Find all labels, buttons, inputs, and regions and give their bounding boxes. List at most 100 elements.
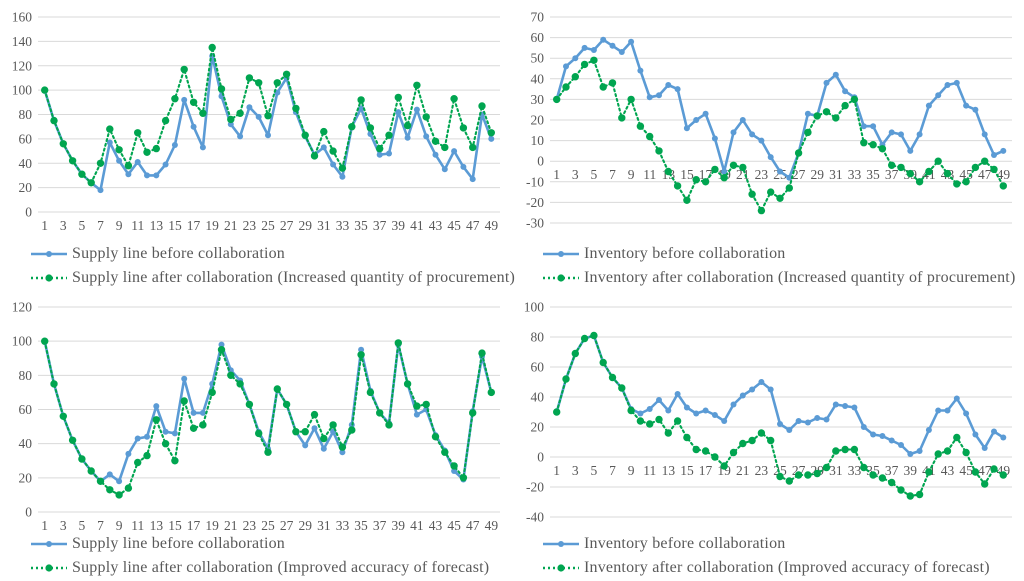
x-tick-label: 19 <box>205 218 219 233</box>
data-point-marker <box>553 408 561 416</box>
data-point-marker <box>646 420 654 428</box>
x-tick-label: 45 <box>447 518 461 532</box>
data-point-marker <box>758 137 765 144</box>
x-tick-label: 3 <box>60 218 67 233</box>
data-point-marker <box>972 431 979 438</box>
data-point-marker <box>59 412 67 420</box>
data-point-marker <box>962 448 970 457</box>
data-point-marker <box>87 179 95 187</box>
data-point-marker <box>991 428 997 435</box>
data-point-marker <box>870 123 877 130</box>
data-point-marker <box>265 132 271 139</box>
y-tick-label: 80 <box>19 368 33 383</box>
x-tick-label: 41 <box>410 218 424 233</box>
data-point-marker <box>282 70 291 79</box>
data-point-marker <box>674 391 681 397</box>
data-point-marker <box>563 63 569 70</box>
data-point-marker <box>320 445 327 452</box>
x-tick-label: 15 <box>680 463 694 478</box>
x-tick-label: 35 <box>354 218 368 233</box>
data-point-marker <box>943 447 952 455</box>
data-point-marker <box>50 380 58 388</box>
data-point-marker <box>134 458 142 467</box>
x-tick-label: 1 <box>41 518 48 532</box>
x-tick-label: 17 <box>699 463 713 478</box>
legend-label: Supply line after collaboration (Improve… <box>72 559 490 576</box>
chart-legend: Supply line before collaboration Supply … <box>0 242 515 290</box>
data-point-marker <box>915 490 924 499</box>
y-tick-label: 80 <box>19 107 33 122</box>
data-point-marker <box>898 131 904 138</box>
data-point-marker <box>431 433 440 441</box>
x-tick-label: 1 <box>553 167 560 182</box>
data-point-marker <box>637 410 644 417</box>
x-tick-label: 37 <box>373 218 387 233</box>
data-point-marker <box>394 339 402 347</box>
data-point-marker <box>1000 434 1007 441</box>
x-tick-label: 47 <box>466 518 480 532</box>
data-point-marker <box>786 174 793 181</box>
legend-swatch-graphic <box>543 251 579 257</box>
data-point-marker <box>720 462 728 470</box>
data-point-marker <box>599 83 607 91</box>
data-point-marker <box>41 337 49 345</box>
x-tick-label: 47 <box>978 167 992 182</box>
data-point-marker <box>358 346 365 353</box>
data-point-marker <box>683 196 691 204</box>
data-point-marker <box>376 144 384 153</box>
data-point-marker <box>999 471 1007 479</box>
y-tick-label: 120 <box>12 58 33 73</box>
legend-solid-line-icon <box>30 538 68 550</box>
data-point-marker <box>628 38 635 45</box>
data-point-marker <box>925 427 932 433</box>
y-tick-label: 100 <box>524 300 545 315</box>
data-point-marker <box>255 429 263 438</box>
data-point-marker <box>125 171 132 178</box>
data-point-marker <box>767 386 774 393</box>
data-point-marker <box>366 124 375 132</box>
data-point-marker <box>991 152 997 158</box>
data-point-marker <box>860 139 868 147</box>
data-point-marker <box>144 433 150 440</box>
data-point-marker <box>487 388 495 397</box>
x-tick-label: 25 <box>773 167 787 182</box>
data-point-marker <box>850 95 859 104</box>
data-point-marker <box>618 384 626 392</box>
legend-label: Supply line before collaboration <box>72 535 286 552</box>
legend-swatch-graphic <box>543 564 579 572</box>
data-point-marker <box>469 409 477 417</box>
data-point-marker <box>134 129 142 137</box>
data-point-marker <box>590 47 597 53</box>
y-tick-label: 20 <box>531 420 545 435</box>
data-point-marker <box>599 358 607 367</box>
data-point-marker <box>199 421 207 429</box>
data-point-marker <box>860 424 867 430</box>
data-point-marker <box>879 433 886 439</box>
data-point-marker <box>403 121 412 130</box>
y-tick-label: 60 <box>19 131 33 146</box>
data-point-marker <box>487 129 495 137</box>
x-tick-label: 37 <box>885 167 899 182</box>
data-point-marker <box>609 42 616 49</box>
data-point-marker <box>794 149 803 157</box>
data-point-marker <box>469 176 476 183</box>
data-point-marker <box>152 144 160 153</box>
series-before-collaboration <box>41 53 495 194</box>
x-tick-label: 21 <box>736 463 750 478</box>
data-point-marker <box>571 73 579 81</box>
data-point-marker <box>227 121 234 128</box>
data-point-marker <box>721 418 728 424</box>
data-point-marker <box>963 102 970 109</box>
data-point-marker <box>721 168 728 175</box>
data-point-marker <box>860 463 868 472</box>
data-point-marker <box>916 131 923 138</box>
data-point-marker <box>749 131 756 138</box>
data-point-marker <box>683 433 691 442</box>
data-point-marker <box>794 471 803 479</box>
data-point-marker <box>693 117 700 123</box>
x-tick-label: 29 <box>810 167 824 182</box>
data-point-marker <box>664 429 672 437</box>
